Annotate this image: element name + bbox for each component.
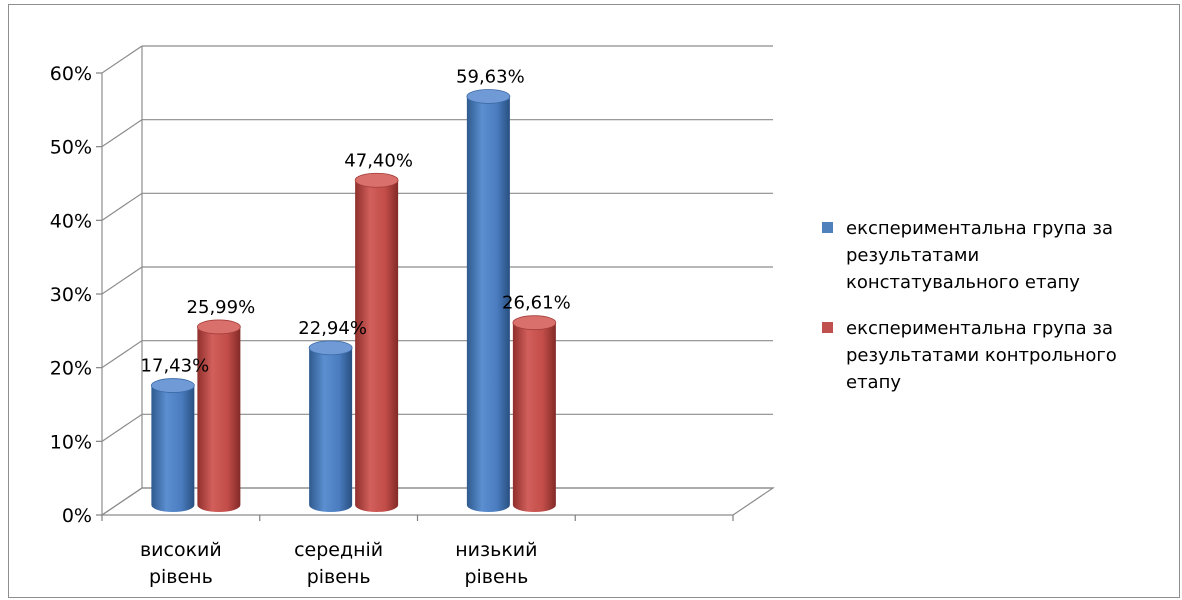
- bar-cylinder: [151, 385, 195, 512]
- y-tick-label: 40%: [50, 210, 92, 232]
- floor: [100, 487, 775, 516]
- y-tick-label: 0%: [62, 505, 92, 527]
- bar-top: [466, 89, 511, 104]
- bar-top: [354, 172, 399, 188]
- y-tick-label: 60%: [50, 63, 92, 85]
- axes: 0% 10% 20% 30% 40% 50% 60% високий рівень середні…: [50, 46, 775, 588]
- gridline-diagonal: [101, 119, 143, 148]
- bar-top: [196, 319, 241, 335]
- y-tick-label: 10%: [50, 431, 92, 453]
- gridline-diagonal: [101, 192, 143, 221]
- bar-cylinder: [355, 180, 399, 512]
- y-tick-label: 20%: [50, 358, 92, 380]
- legend-swatch: [822, 222, 833, 233]
- bar-top: [150, 378, 195, 393]
- gridline-diagonal: [101, 340, 143, 369]
- legend-label: констатувального етапу: [846, 272, 1080, 293]
- data-labels: 17,43% 22,94% 59,63% 25,99% 47,40% 26,61%: [141, 66, 571, 376]
- x-category-label: високий: [140, 539, 222, 561]
- data-label: 25,99%: [187, 297, 256, 318]
- bars: [150, 89, 557, 513]
- bar-top: [308, 340, 353, 356]
- x-category-label: середній: [294, 539, 383, 561]
- data-label: 47,40%: [344, 150, 413, 171]
- legend-label: результатами контрольного: [846, 345, 1117, 366]
- bar-cylinder: [466, 96, 510, 513]
- data-label: 26,61%: [502, 293, 571, 314]
- x-category-label: рівень: [307, 566, 371, 588]
- legend-label: етапу: [846, 372, 901, 393]
- legend: експериментальна група за результатами кон…: [822, 218, 1117, 393]
- gridline-diagonal: [101, 266, 143, 295]
- data-label: 22,94%: [298, 318, 367, 339]
- gridline-diagonal: [101, 45, 143, 74]
- legend-swatch: [822, 322, 833, 333]
- bar-cylinder: [309, 347, 353, 512]
- legend-label: результатами: [846, 245, 979, 266]
- bar-top: [512, 315, 557, 331]
- bar-cylinder: [512, 322, 556, 512]
- x-category-label: рівень: [149, 566, 213, 588]
- x-category-label: низький: [455, 539, 537, 561]
- data-label: 17,43%: [141, 356, 210, 377]
- y-tick-label: 50%: [50, 137, 92, 159]
- legend-label: експериментальна група за: [846, 318, 1113, 339]
- bar-cylinder: [197, 326, 241, 512]
- legend-label: експериментальна група за: [846, 218, 1113, 239]
- gridline-diagonal: [101, 413, 143, 442]
- x-category-label: рівень: [464, 566, 528, 588]
- y-tick-label: 30%: [50, 284, 92, 306]
- data-label: 59,63%: [456, 66, 525, 87]
